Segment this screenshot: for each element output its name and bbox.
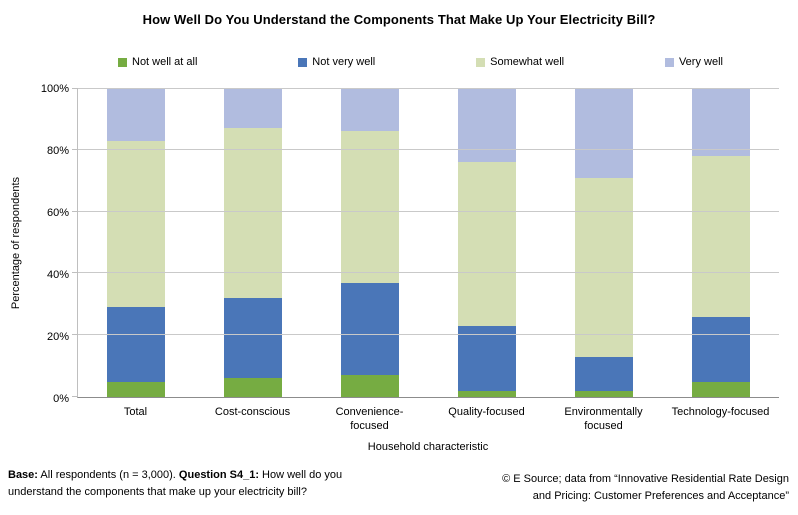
y-tick-mark [72, 272, 77, 274]
gridline-100 [78, 88, 779, 89]
x-tick-label-cost-conscious: Cost-conscious [214, 406, 291, 418]
gridline-60 [78, 210, 779, 212]
bar-slot-convenience-focused [312, 88, 429, 397]
x-axis-labels: Total Cost-conscious Convenience-focused Qu… [77, 405, 779, 434]
y-tick-mark [72, 334, 77, 336]
bar-segment-not-very-well [341, 282, 400, 376]
gridline-20 [78, 334, 779, 336]
gridline-40 [78, 272, 779, 274]
legend-swatch-icon [476, 57, 486, 67]
x-tick-label-technology-focused: Technology-focused [671, 406, 770, 418]
stacked-bar-environmentally-focused [574, 88, 633, 397]
bar-segment-not-well-at-all [107, 381, 166, 397]
x-tick-label-convenience-focused: Convenience-focused [335, 406, 404, 433]
footer-question-text: How well do you understand the component… [8, 469, 343, 499]
bar-slot-quality-focused [428, 88, 545, 397]
bars-row [78, 88, 779, 397]
legend-label: Very well [678, 56, 723, 68]
y-tick-label: 80% [46, 145, 69, 157]
legend-item-somewhat-well: Somewhat well [476, 56, 564, 68]
footer-copyright-line1: © E Source; data from “Innovative Reside… [502, 473, 789, 485]
bar-segment-not-well-at-all [224, 378, 283, 397]
bar-segment-not-well-at-all [341, 375, 400, 397]
y-tick-mark [72, 88, 77, 89]
bar-segment-very-well [574, 88, 633, 178]
legend-item-not-very-well: Not very well [298, 56, 375, 68]
y-axis-labels: 0% 20% 40% 60% 80% 100% [0, 83, 69, 405]
bar-slot-environmentally-focused [545, 88, 662, 397]
bar-segment-very-well [691, 88, 750, 157]
legend-item-very-well: Very well [664, 56, 723, 68]
stacked-bar-total [107, 88, 166, 397]
legend-swatch-icon [118, 57, 127, 67]
stacked-bar-technology-focused [691, 88, 750, 397]
stacked-bar-quality-focused [457, 88, 516, 397]
y-tick-label: 100% [40, 83, 69, 95]
footer-base-text: All respondents (n = 3,000). [37, 469, 179, 481]
plot-area [72, 88, 779, 398]
y-tick-mark [72, 210, 77, 212]
bar-segment-somewhat-well [457, 162, 516, 326]
x-axis-title: Household characteristic [367, 441, 489, 453]
bar-segment-not-very-well [107, 307, 166, 382]
bar-segment-very-well [341, 88, 400, 132]
bar-segment-somewhat-well [107, 140, 166, 308]
y-tick-mark [72, 396, 77, 397]
gridline-80 [78, 148, 779, 150]
legend-swatch-icon [664, 57, 674, 67]
footer-question-label: Question S4_1: [178, 469, 259, 481]
bar-segment-very-well [107, 88, 166, 141]
legend-label: Somewhat well [490, 56, 565, 68]
legend-label: Not very well [312, 56, 376, 68]
y-tick-label: 60% [46, 207, 69, 219]
y-tick-label: 0% [53, 393, 69, 405]
bar-segment-very-well [457, 88, 516, 163]
x-tick-label-quality-focused: Quality-focused [448, 406, 525, 418]
y-tick-label: 40% [46, 269, 69, 281]
footer-copyright-line2: and Pricing: Customer Preferences and Ac… [532, 490, 789, 503]
x-tick-label-total: Total [123, 406, 148, 418]
chart-title: How Well Do You Understand the Component… [142, 12, 656, 27]
bar-segment-very-well [224, 88, 283, 129]
bar-slot-technology-focused [662, 88, 779, 397]
legend: Not well at all Not very well Somewhat wel… [118, 56, 723, 68]
y-tick-label: 20% [46, 331, 69, 343]
bar-segment-not-well-at-all [691, 381, 750, 397]
bar-segment-somewhat-well [341, 131, 400, 283]
bar-segment-not-very-well [691, 316, 750, 382]
bar-segment-somewhat-well [691, 156, 750, 317]
bar-segment-not-very-well [457, 325, 516, 391]
stacked-bar-convenience-focused [341, 88, 400, 397]
footer-copyright: © E Source; data from “Innovative Reside… [389, 471, 789, 505]
legend-item-not-well-at-all: Not well at all [118, 56, 197, 68]
bar-segment-not-well-at-all [457, 390, 516, 397]
y-tick-mark [72, 148, 77, 150]
bar-segment-not-well-at-all [574, 390, 633, 397]
bar-segment-not-very-well [574, 356, 633, 391]
x-tick-label-environmentally-focused: Environmentally focused [564, 406, 643, 433]
legend-label: Not well at all [132, 56, 198, 68]
bar-segment-somewhat-well [224, 128, 283, 299]
bar-slot-cost-conscious [195, 88, 312, 397]
stacked-bar-cost-conscious [224, 88, 283, 397]
footer-source-note: Base: All respondents (n = 3,000). Quest… [8, 467, 390, 501]
bar-segment-somewhat-well [574, 177, 633, 357]
legend-swatch-icon [298, 57, 308, 67]
footer-base-label: Base: [8, 469, 38, 481]
bar-slot-total [78, 88, 195, 397]
bar-segment-not-very-well [224, 298, 283, 379]
